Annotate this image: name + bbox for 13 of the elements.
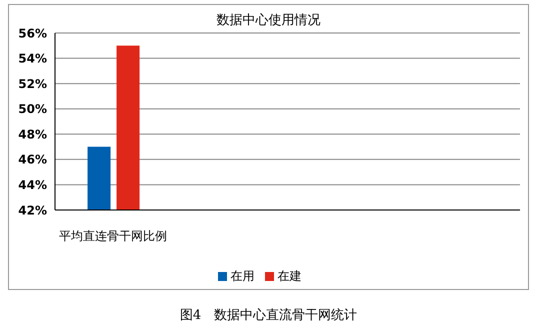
caption: 图4 数据中心直流骨干网统计 xyxy=(178,307,358,324)
y-tick-label: 46% xyxy=(18,152,47,167)
y-tick-label: 44% xyxy=(18,178,47,192)
chart-title: 数据中心使用情况 xyxy=(216,13,320,28)
y-tick-label: 48% xyxy=(18,127,47,142)
y-tick-label: 54% xyxy=(18,52,47,66)
y-tick-label: 50% xyxy=(18,102,47,116)
y-tick-label: 52% xyxy=(18,76,47,91)
y-tick-label: 56% xyxy=(18,26,47,40)
y-tick-label: 42% xyxy=(18,203,47,218)
x-tick-label: 平均直连骨干网比例 xyxy=(59,229,168,243)
legend-label: 在建 xyxy=(278,269,302,283)
legend-label: 在用 xyxy=(230,269,254,283)
